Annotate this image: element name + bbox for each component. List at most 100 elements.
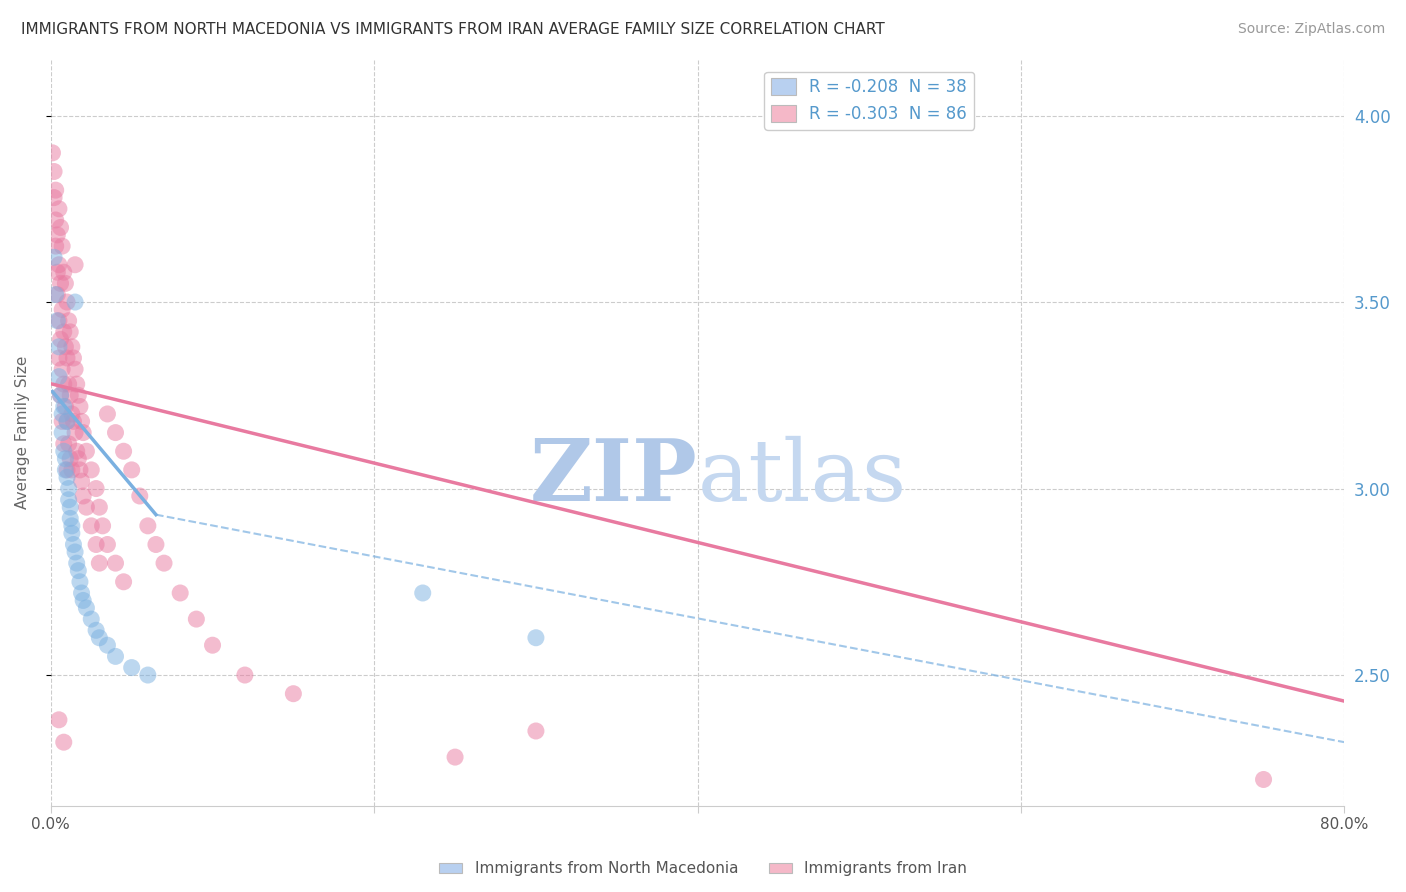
Point [49, 388, 72, 402]
Point [66, 556, 89, 570]
Point [62, 351, 84, 365]
Point [46, 314, 69, 328]
Point [233, 668, 256, 682]
Point [59, 325, 82, 339]
Point [112, 444, 135, 458]
Legend: Immigrants from North Macedonia, Immigrants from Iran: Immigrants from North Macedonia, Immigra… [433, 855, 973, 882]
Point [55, 340, 77, 354]
Point [75, 601, 97, 615]
Point [67, 564, 90, 578]
Text: atlas: atlas [697, 436, 907, 519]
Point [51, 302, 73, 317]
Point [84, 482, 107, 496]
Point [48, 369, 70, 384]
Point [59, 511, 82, 525]
Point [42, 191, 65, 205]
Point [48, 340, 70, 354]
Point [52, 735, 75, 749]
Point [55, 463, 77, 477]
Point [72, 489, 94, 503]
Point [66, 377, 89, 392]
Point [58, 482, 80, 496]
Point [96, 407, 118, 421]
Legend: R = -0.208  N = 38, R = -0.303  N = 86: R = -0.208 N = 38, R = -0.303 N = 86 [765, 71, 974, 129]
Point [70, 586, 93, 600]
Point [80, 463, 103, 477]
Point [41, 145, 63, 160]
Point [59, 500, 82, 515]
Point [89, 500, 111, 515]
Point [63, 545, 86, 559]
Point [69, 400, 91, 414]
Point [45, 213, 67, 227]
Point [104, 425, 127, 440]
Text: Source: ZipAtlas.com: Source: ZipAtlas.com [1237, 22, 1385, 37]
Point [56, 414, 79, 428]
Point [51, 414, 73, 428]
Point [96, 537, 118, 551]
Point [524, 631, 547, 645]
Point [70, 414, 93, 428]
Point [52, 400, 75, 414]
Point [121, 660, 143, 674]
Point [51, 362, 73, 376]
Point [136, 668, 159, 682]
Point [62, 537, 84, 551]
Point [49, 220, 72, 235]
Point [84, 537, 107, 551]
Point [201, 638, 224, 652]
Y-axis label: Average Family Size: Average Family Size [15, 356, 30, 509]
Point [56, 414, 79, 428]
Point [51, 407, 73, 421]
Point [72, 425, 94, 440]
Point [70, 474, 93, 488]
Point [63, 258, 86, 272]
Point [169, 586, 191, 600]
Point [45, 183, 67, 197]
Point [128, 489, 150, 503]
Point [91, 519, 114, 533]
Point [1253, 772, 1275, 787]
Point [51, 425, 73, 440]
Point [56, 351, 79, 365]
Point [60, 340, 83, 354]
Point [69, 463, 91, 477]
Point [46, 227, 69, 242]
Point [104, 649, 127, 664]
Point [48, 713, 70, 727]
Point [55, 277, 77, 291]
Point [46, 265, 69, 279]
Point [51, 239, 73, 253]
Point [89, 556, 111, 570]
Point [56, 463, 79, 477]
Point [67, 451, 90, 466]
Point [46, 287, 69, 301]
Point [69, 574, 91, 589]
Point [112, 574, 135, 589]
Point [75, 500, 97, 515]
Point [67, 388, 90, 402]
Point [42, 164, 65, 178]
Text: IMMIGRANTS FROM NORTH MACEDONIA VS IMMIGRANTS FROM IRAN AVERAGE FAMILY SIZE CORR: IMMIGRANTS FROM NORTH MACEDONIA VS IMMIG… [21, 22, 884, 37]
Point [63, 362, 86, 376]
Point [52, 377, 75, 392]
Point [52, 265, 75, 279]
Point [136, 519, 159, 533]
Point [72, 593, 94, 607]
Point [63, 295, 86, 310]
Point [80, 612, 103, 626]
Point [52, 444, 75, 458]
Point [59, 451, 82, 466]
Point [60, 463, 83, 477]
Point [42, 250, 65, 264]
Point [60, 519, 83, 533]
Point [66, 444, 89, 458]
Point [121, 463, 143, 477]
Point [52, 437, 75, 451]
Point [96, 638, 118, 652]
Point [60, 407, 83, 421]
Point [283, 687, 305, 701]
Point [84, 624, 107, 638]
Point [56, 470, 79, 484]
Point [59, 388, 82, 402]
